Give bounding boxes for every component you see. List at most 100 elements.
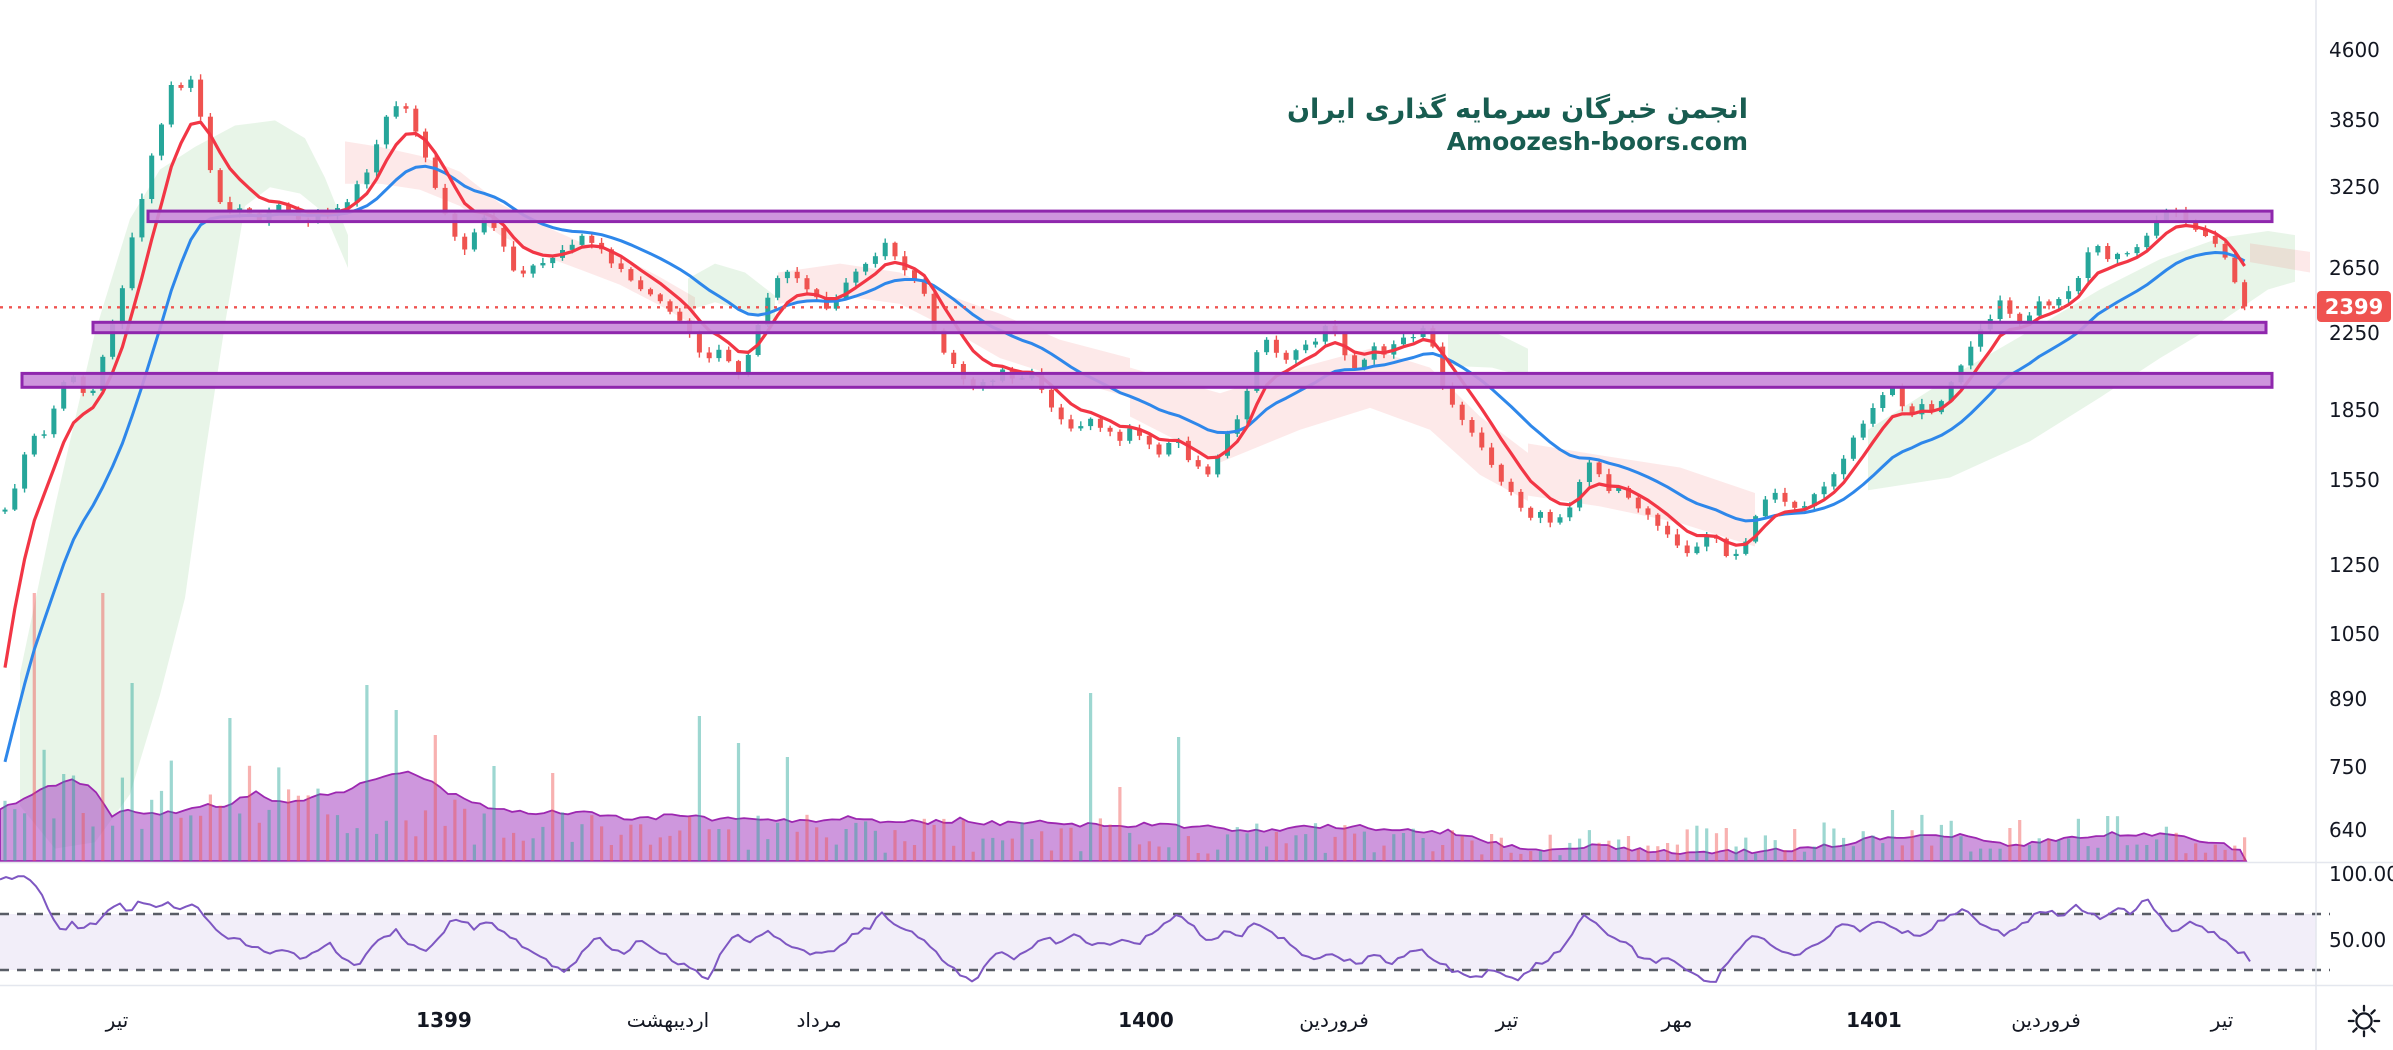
- volume-bar: [521, 840, 525, 861]
- candle-body: [833, 298, 839, 309]
- volume-bar: [2096, 847, 2100, 861]
- candle-body: [667, 301, 673, 312]
- volume-bar: [1274, 831, 1278, 861]
- candle-body: [1078, 426, 1084, 429]
- ichimoku-cloud: [688, 263, 775, 321]
- volume-bar: [2194, 843, 2198, 861]
- ichimoku-cloud: [2250, 243, 2310, 273]
- time-axis-label: 1399: [416, 1008, 472, 1032]
- candle-body: [765, 297, 771, 325]
- volume-bar: [91, 826, 95, 861]
- volume-bar: [756, 815, 760, 861]
- volume-bar: [1930, 845, 1934, 861]
- watermark: انجمن خبرگان سرمایه گذاری ایران Amoozesh…: [1287, 94, 1748, 157]
- volume-bar: [864, 821, 868, 861]
- candle-body: [462, 236, 468, 250]
- theme-toggle-icon[interactable]: [2346, 1003, 2382, 1039]
- volume-bar: [1069, 827, 1073, 861]
- candle-body: [198, 79, 204, 117]
- volume-bar: [326, 814, 330, 861]
- volume-bar: [1988, 848, 1992, 861]
- candle-body: [2242, 282, 2248, 307]
- candle-body: [1929, 404, 1935, 413]
- candle-body: [794, 271, 800, 279]
- volume-bar: [600, 826, 604, 861]
- candle-body: [892, 242, 898, 257]
- volume-bar: [883, 852, 887, 861]
- price-axis-label: 890: [2329, 687, 2368, 712]
- volume-bar: [111, 825, 115, 861]
- volume-bar: [1578, 838, 1582, 861]
- candle-body: [1899, 388, 1905, 407]
- volume-bar: [697, 716, 701, 861]
- candle-body: [638, 280, 644, 290]
- volume-bar: [1235, 827, 1239, 861]
- rsi-axis-label: 100.00: [2329, 862, 2393, 886]
- candle-body: [1880, 395, 1886, 408]
- volume-bar: [1900, 845, 1904, 861]
- volume-bar: [384, 820, 388, 861]
- volume-bar: [335, 815, 340, 861]
- candle-body: [344, 202, 350, 209]
- candle-body: [1997, 300, 2003, 319]
- volume-bar: [1754, 853, 1758, 861]
- candle-body: [1489, 447, 1495, 465]
- volume-bar: [1353, 833, 1357, 861]
- volume-bar: [952, 845, 956, 861]
- candle-body: [1694, 546, 1700, 554]
- fast-ma-line: [3, 120, 2246, 668]
- candle-body: [2027, 315, 2032, 324]
- candle-body: [1508, 481, 1514, 492]
- volume-bar: [199, 815, 203, 861]
- volume-bar: [2057, 840, 2061, 861]
- candle-body: [648, 289, 653, 295]
- candle-body: [1909, 406, 1915, 415]
- volume-bar: [1147, 841, 1151, 861]
- candle-body: [2212, 235, 2218, 244]
- candle-body: [1753, 516, 1759, 542]
- volume-bar: [2125, 845, 2129, 861]
- time-axis-label: مهر: [1661, 1008, 1693, 1032]
- candle-body: [403, 106, 409, 109]
- volume-bar: [218, 805, 222, 861]
- volume-bar: [365, 685, 369, 861]
- volume-bar: [277, 767, 281, 861]
- candle-body: [824, 297, 829, 309]
- volume-bar: [267, 809, 271, 861]
- ichimoku-cloud: [1448, 330, 1528, 378]
- volume-bar: [1001, 840, 1005, 861]
- volume-bar: [2174, 832, 2178, 861]
- volume-bar: [1998, 848, 2002, 861]
- candle-body: [1264, 339, 1270, 353]
- volume-bar: [1490, 834, 1494, 861]
- candle-body: [1469, 420, 1475, 433]
- candle-body: [1166, 443, 1172, 455]
- volume-bar: [433, 735, 437, 861]
- volume-bar: [2243, 837, 2247, 861]
- volume-bar: [1020, 822, 1024, 861]
- candle-body: [413, 108, 419, 132]
- volume-bar: [1421, 838, 1425, 861]
- candle-body: [110, 324, 116, 357]
- volume-bar: [2027, 845, 2032, 861]
- candle-body: [2222, 243, 2228, 258]
- volume-bar: [688, 816, 692, 861]
- candle-body: [1606, 474, 1612, 491]
- candle-body: [1254, 352, 1260, 391]
- volume-bar: [1333, 836, 1337, 861]
- volume-bar: [971, 851, 975, 861]
- volume-bar: [1470, 840, 1474, 861]
- price-axis-label: 4600: [2329, 38, 2380, 62]
- candle-body: [423, 131, 428, 158]
- volume-bar: [2115, 816, 2120, 861]
- time-axis-label: تیر: [1495, 1008, 1519, 1032]
- watermark-line-persian: انجمن خبرگان سرمایه گذاری ایران: [1286, 94, 1748, 125]
- candle-body: [1352, 355, 1358, 369]
- volume-bar: [140, 828, 144, 861]
- candle-body: [1195, 460, 1201, 467]
- candle-body: [657, 294, 663, 302]
- price-axis-label: 1850: [2329, 398, 2380, 423]
- candle-body: [2, 509, 8, 512]
- candle-body: [1538, 512, 1543, 518]
